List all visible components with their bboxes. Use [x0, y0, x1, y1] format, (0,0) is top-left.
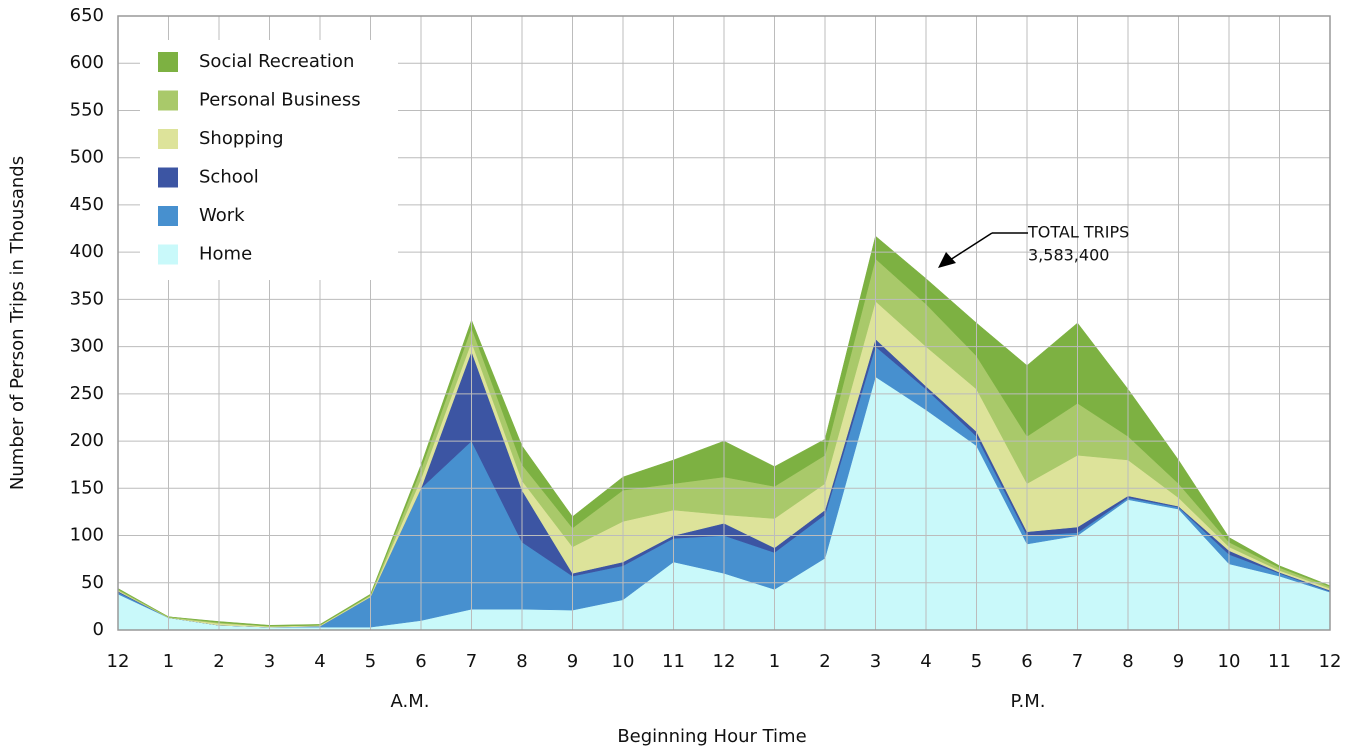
am-label: A.M. [391, 691, 430, 712]
x-tick-label: 2 [213, 651, 224, 672]
y-tick-label: 550 [70, 99, 104, 120]
y-tick-label: 300 [70, 336, 104, 357]
x-tick-label: 9 [567, 651, 578, 672]
y-tick-label: 350 [70, 288, 104, 309]
x-tick-label: 10 [612, 651, 635, 672]
y-tick-label: 200 [70, 430, 104, 451]
legend-swatch [158, 244, 178, 265]
y-tick-label: 500 [70, 147, 104, 168]
legend-label: Shopping [199, 128, 284, 149]
x-tick-label: 8 [516, 651, 527, 672]
x-tick-label: 1 [769, 651, 780, 672]
y-tick-label: 50 [81, 572, 104, 593]
x-tick-label: 9 [1173, 651, 1184, 672]
annotation-line [949, 232, 993, 261]
pm-label: P.M. [1010, 691, 1045, 712]
x-tick-label: 11 [662, 651, 685, 672]
legend-label: Social Recreation [199, 51, 354, 72]
x-tick-label: 12 [1319, 651, 1342, 672]
plot-border [117, 15, 1331, 631]
legend-label: Personal Business [199, 90, 361, 111]
x-tick-label: 10 [1218, 651, 1241, 672]
annotation-value: 3,583,400 [1028, 246, 1109, 265]
x-tick-label: 8 [1122, 651, 1133, 672]
y-tick-label: 100 [70, 525, 104, 546]
x-tick-label: 1 [163, 651, 174, 672]
x-tick-label: 12 [713, 651, 736, 672]
y-tick-label: 650 [70, 5, 104, 26]
x-tick-label: 4 [920, 651, 931, 672]
x-tick-label: 5 [365, 651, 376, 672]
x-tick-label: 4 [314, 651, 325, 672]
legend-label: Home [199, 244, 252, 265]
legend-label: Work [199, 205, 245, 226]
y-tick-label: 250 [70, 383, 104, 404]
x-tick-label: 2 [819, 651, 830, 672]
x-tick-label: 6 [1021, 651, 1032, 672]
y-tick-label: 0 [93, 619, 104, 640]
legend-swatch [158, 129, 178, 149]
x-tick-label: 3 [870, 651, 881, 672]
x-tick-label: 7 [466, 651, 477, 672]
x-tick-label: 12 [107, 651, 130, 672]
annotation-arrowhead [938, 252, 956, 268]
legend-swatch [158, 167, 178, 188]
y-tick-label: 600 [70, 52, 104, 73]
legend-swatch [158, 52, 178, 72]
x-tick-label: 6 [415, 651, 426, 672]
y-tick-label: 400 [70, 241, 104, 262]
x-tick-label: 7 [1072, 651, 1083, 672]
legend-label: School [199, 167, 259, 188]
x-axis-title: Beginning Hour Time [617, 726, 806, 747]
legend-box [140, 40, 398, 280]
annotation-title: TOTAL TRIPS [1027, 223, 1129, 242]
x-tick-label: 5 [971, 651, 982, 672]
y-tick-label: 450 [70, 194, 104, 215]
x-tick-label: 11 [1268, 651, 1291, 672]
x-tick-label: 3 [264, 651, 275, 672]
legend-swatch [158, 206, 178, 226]
legend-swatch [158, 90, 178, 111]
y-axis-title: Number of Person Trips in Thousands [7, 156, 28, 490]
y-tick-label: 150 [70, 477, 104, 498]
